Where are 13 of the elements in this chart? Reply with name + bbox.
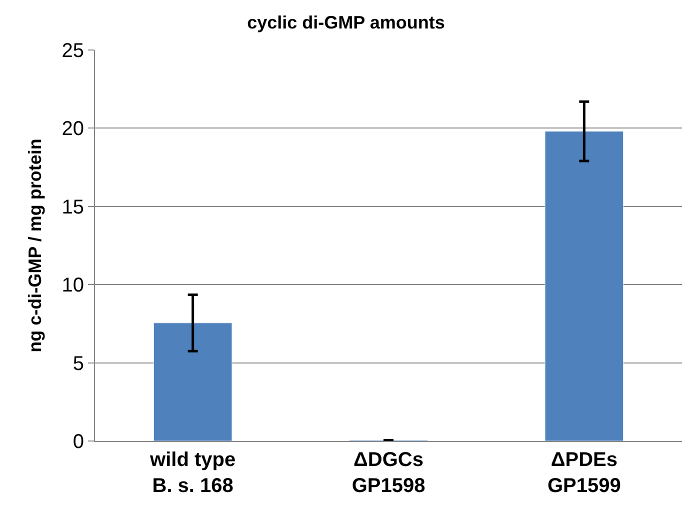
y-tick-label: 0 <box>72 431 84 453</box>
y-tick-label: 20 <box>62 118 84 140</box>
y-tick-label: 25 <box>62 40 84 62</box>
y-tick-label: 5 <box>72 352 84 375</box>
bar <box>544 131 624 441</box>
bar <box>153 322 232 441</box>
x-tick-label: wild type B. s. 168 <box>149 449 236 497</box>
chart-title: cyclic di-GMP amounts <box>247 12 445 33</box>
x-tick-label: ΔPDEs GP1599 <box>547 449 621 497</box>
x-tick-label: ΔDGCs GP1598 <box>352 449 426 497</box>
y-tick-label: 15 <box>62 196 84 218</box>
y-axis-title: ng c-di-GMP / mg protein <box>24 138 45 352</box>
y-tick-label: 10 <box>62 274 84 297</box>
